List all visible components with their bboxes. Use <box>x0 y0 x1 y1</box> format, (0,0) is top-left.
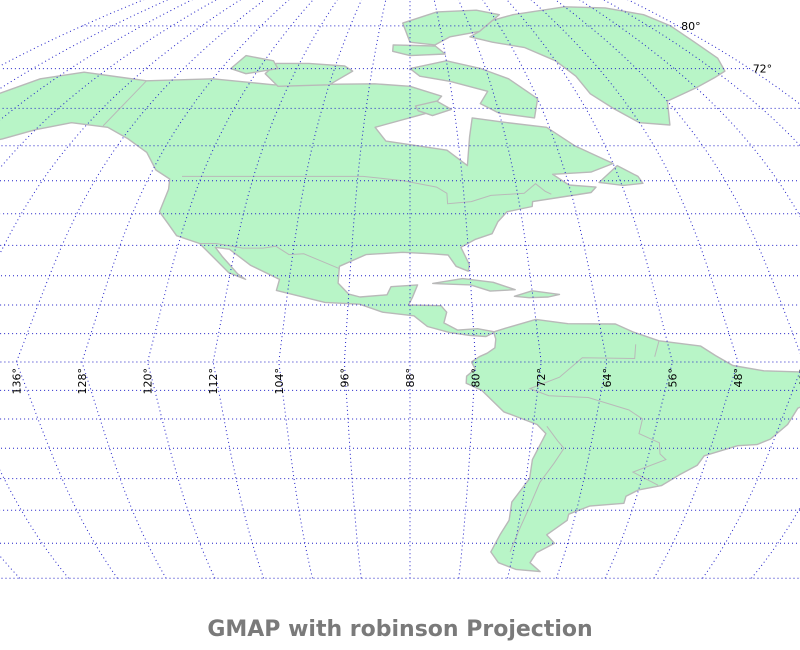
land-ellesmere-island <box>402 9 500 46</box>
land-newfoundland <box>598 164 644 187</box>
meridian-line-10 <box>343 0 387 579</box>
lat-label: 80° <box>681 20 701 33</box>
meridian-line-16 <box>530 0 739 579</box>
lat-label: 72° <box>753 63 773 76</box>
lon-label: 104° <box>273 368 286 395</box>
meridian-line-14 <box>482 0 608 579</box>
lon-label: 48° <box>732 368 745 388</box>
land-southampton-island <box>414 100 452 117</box>
lon-label: 112° <box>207 368 220 395</box>
lon-label: 64° <box>601 368 614 388</box>
lon-label: 136° <box>10 368 23 395</box>
border-andes-line <box>509 426 565 553</box>
lon-label: 120° <box>142 368 155 395</box>
land-greenland <box>469 6 726 126</box>
lon-label: 40° <box>798 368 800 388</box>
lon-label: 96° <box>338 368 351 388</box>
lon-label: 80° <box>470 368 483 388</box>
lon-label: 72° <box>535 368 548 388</box>
border-brazil-west <box>528 344 667 486</box>
land-banks-island <box>230 54 279 75</box>
lon-label: 128° <box>76 368 89 395</box>
meridian-line-13 <box>458 0 542 579</box>
land-hispaniola <box>513 290 561 299</box>
border-guianas <box>654 340 660 357</box>
border-us-canada <box>182 175 552 205</box>
meridian-line-9 <box>278 0 362 579</box>
label-layer: 88°80°72°64°56°48°40°32°24°16°8°0°8°16°2… <box>10 20 800 395</box>
land-north-america <box>0 71 614 338</box>
border-layer <box>102 80 667 553</box>
meridian-line-18 <box>578 0 800 579</box>
border-alaska-canada <box>102 80 147 127</box>
meridian-line-12 <box>433 0 477 579</box>
meridian-line-6 <box>81 0 290 579</box>
lon-label: 56° <box>666 368 679 388</box>
meridian-line-8 <box>212 0 338 579</box>
map-title: GMAP with robinson Projection <box>207 617 593 642</box>
land-devon-island <box>392 44 446 57</box>
meridian-line-4 <box>0 0 242 579</box>
land-baffin-island <box>409 60 539 119</box>
land-cuba <box>432 277 516 292</box>
meridian-line-17 <box>554 0 800 579</box>
land-south-america <box>465 318 800 573</box>
land-layer <box>0 6 800 573</box>
meridian-line-5 <box>15 0 266 579</box>
graticule-layer <box>0 0 800 579</box>
land-victoria-island <box>264 62 354 87</box>
lon-label: 88° <box>404 368 417 388</box>
